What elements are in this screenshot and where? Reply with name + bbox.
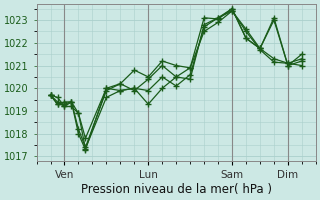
X-axis label: Pression niveau de la mer( hPa ): Pression niveau de la mer( hPa )	[81, 183, 272, 196]
